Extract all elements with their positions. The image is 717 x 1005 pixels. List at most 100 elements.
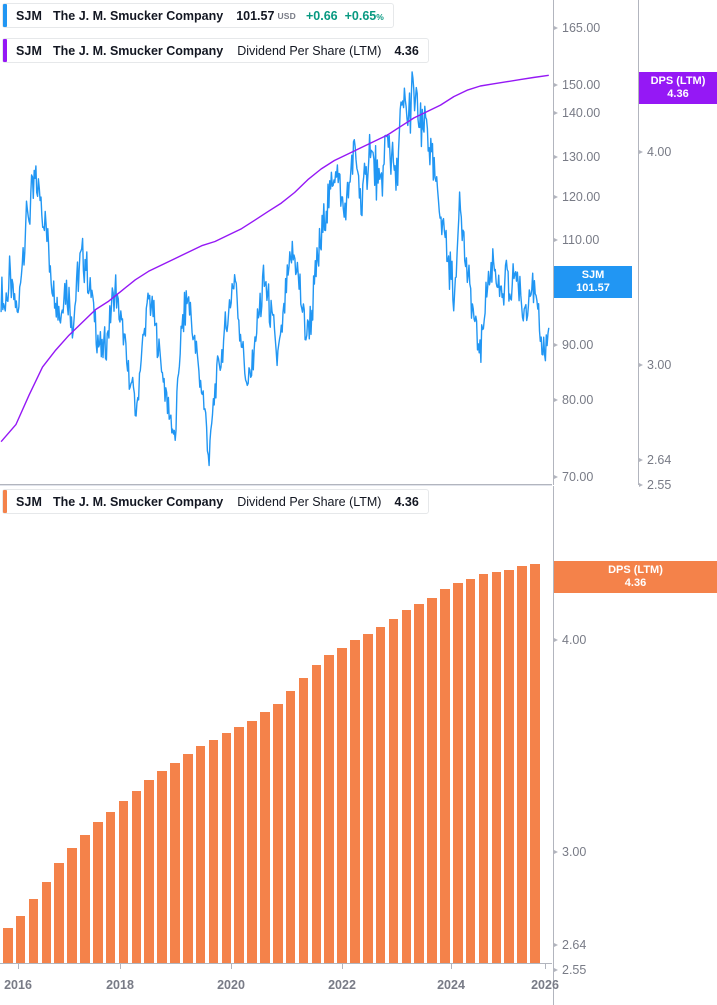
dps-bar[interactable] xyxy=(440,589,450,963)
dps-y-axis-top[interactable]: DPS (LTM) 4.36 4.00 3.00 2.64 2.55 xyxy=(638,0,717,492)
dps-bar[interactable] xyxy=(15,915,26,963)
dps-bar[interactable] xyxy=(298,678,309,963)
dps-bar[interactable] xyxy=(491,572,502,963)
axis-tick-label: 120.00 xyxy=(562,190,601,204)
dps-bar[interactable] xyxy=(80,835,90,963)
dps-bar[interactable] xyxy=(453,582,463,963)
x-axis-tick xyxy=(18,963,19,969)
price-plot-baseline xyxy=(0,484,552,485)
axis-tick-label: 4.00 xyxy=(562,633,587,647)
dps-bar[interactable] xyxy=(363,633,373,963)
dps-plot-area[interactable] xyxy=(0,486,552,966)
price-current-badge: SJM 101.57 xyxy=(554,266,632,298)
price-legend-change: +0.66 xyxy=(305,8,338,23)
price-legend[interactable]: SJM The J. M. Smucker Company 101.57 USD… xyxy=(2,3,394,28)
axis-tick xyxy=(554,110,558,115)
dps-bar[interactable] xyxy=(375,627,386,963)
dps-bar[interactable] xyxy=(54,862,64,963)
dps-top-axis-line xyxy=(638,0,639,485)
dps-bar[interactable] xyxy=(324,654,334,963)
axis-tick xyxy=(554,25,558,30)
x-axis-tick-label: 2018 xyxy=(106,978,134,992)
dps-legend-value: 4.36 xyxy=(394,494,419,509)
panel-divider xyxy=(0,485,552,486)
dps-y-axis-bottom[interactable]: DPS (LTM) 4.36 4.00 3.00 2.64 2.55 xyxy=(553,486,717,1005)
dps-legend-company: The J. M. Smucker Company xyxy=(53,494,224,509)
dps-bar[interactable] xyxy=(118,801,129,963)
axis-tick xyxy=(554,474,558,479)
dps-bar[interactable] xyxy=(105,811,116,963)
dps-overlay-legend-measure: Dividend Per Share (LTM) xyxy=(237,43,382,58)
price-y-axis[interactable]: SJM 101.57 165.00 150.00 140.00 130.00 120.0… xyxy=(553,0,638,485)
axis-tick xyxy=(639,482,643,487)
axis-tick-label: 2.64 xyxy=(562,938,587,952)
dps-bar[interactable] xyxy=(195,746,206,963)
axis-tick xyxy=(554,82,558,87)
dps-bar[interactable] xyxy=(67,847,77,963)
dps-bar[interactable] xyxy=(131,790,142,963)
dps-bar[interactable] xyxy=(41,881,52,963)
dps-bar[interactable] xyxy=(183,754,193,963)
x-axis-tick-label: 2020 xyxy=(217,978,245,992)
axis-tick xyxy=(639,457,643,462)
x-axis-tick-label: 2016 xyxy=(4,978,32,992)
price-legend-currency: USD xyxy=(277,10,296,21)
dps-bar[interactable] xyxy=(311,665,322,963)
dps-top-badge-value: 4.36 xyxy=(667,87,689,100)
dps-bar[interactable] xyxy=(93,822,103,963)
axis-tick xyxy=(554,397,558,402)
price-legend-last: 101.57 xyxy=(236,8,275,23)
x-axis-tick-label: 2026 xyxy=(531,978,559,992)
dps-current-badge-top: DPS (LTM) 4.36 xyxy=(639,72,717,104)
x-axis-tick xyxy=(120,963,121,969)
dps-bar[interactable] xyxy=(208,739,219,963)
dps-bar[interactable] xyxy=(221,733,232,963)
dps-bar[interactable] xyxy=(144,779,154,963)
axis-tick-label: 70.00 xyxy=(562,470,594,484)
dps-legend-ticker: SJM xyxy=(16,494,43,509)
price-badge-value: 101.57 xyxy=(576,281,610,294)
dps-bar[interactable] xyxy=(401,610,412,963)
dps-bar[interactable] xyxy=(3,928,13,963)
x-axis-line xyxy=(0,963,552,964)
x-axis-tick-label: 2024 xyxy=(437,978,465,992)
dps-bar[interactable] xyxy=(350,640,360,963)
axis-tick xyxy=(554,942,558,947)
dps-bar[interactable] xyxy=(28,898,39,963)
dps-overlay-legend-value: 4.36 xyxy=(394,43,419,58)
axis-tick xyxy=(639,149,643,154)
dps-bar[interactable] xyxy=(388,618,399,963)
axis-tick-label: 130.00 xyxy=(562,150,601,164)
dps-bar[interactable] xyxy=(170,762,180,963)
price-legend-swatch xyxy=(3,4,7,27)
dps-bar[interactable] xyxy=(285,690,296,963)
dps-bar[interactable] xyxy=(427,597,437,963)
dps-bar[interactable] xyxy=(247,720,257,963)
dps-bar[interactable] xyxy=(260,712,270,963)
dps-bar[interactable] xyxy=(530,563,540,963)
dps-bar[interactable] xyxy=(465,578,476,963)
dps-bar[interactable] xyxy=(273,703,283,963)
axis-tick-label: 2.55 xyxy=(647,478,672,492)
dps-legend-swatch xyxy=(3,490,7,513)
dps-bar[interactable] xyxy=(504,570,514,963)
price-legend-percent-sign: % xyxy=(376,11,384,22)
dps-bottom-axis-line xyxy=(553,486,554,1005)
dps-bar[interactable] xyxy=(517,565,527,963)
axis-tick-label: 110.00 xyxy=(562,233,600,247)
dps-legend[interactable]: SJM The J. M. Smucker Company Dividend P… xyxy=(2,489,429,514)
sjm-price-line xyxy=(0,71,550,467)
price-plot-area[interactable] xyxy=(0,0,552,484)
dps-bar[interactable] xyxy=(414,603,424,963)
x-axis-tick xyxy=(451,963,452,969)
x-axis-tick xyxy=(342,963,343,969)
dps-bar[interactable] xyxy=(157,771,167,963)
x-axis-tick-label: 2022 xyxy=(328,978,356,992)
dps-bar[interactable] xyxy=(234,726,244,963)
axis-tick-label: 4.00 xyxy=(647,145,672,159)
axis-tick xyxy=(554,967,558,972)
dps-bar[interactable] xyxy=(478,574,489,963)
axis-tick xyxy=(554,194,558,199)
dps-overlay-legend[interactable]: SJM The J. M. Smucker Company Dividend P… xyxy=(2,38,429,63)
dps-bar[interactable] xyxy=(337,648,347,963)
